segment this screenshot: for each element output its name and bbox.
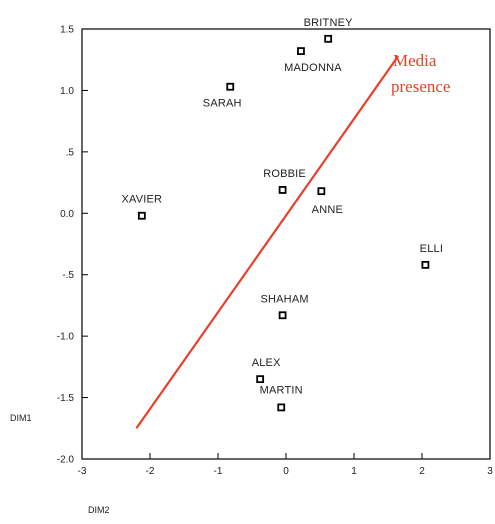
point-label-martin: MARTIN [260, 384, 303, 396]
y-tick-label: .5 [66, 147, 75, 158]
y-tick-label: 1.0 [60, 86, 74, 97]
x-tick-label: 1 [351, 466, 357, 477]
point-marker-alex [256, 375, 265, 384]
point-marker-madonna [297, 47, 305, 56]
x-tick-label: -3 [78, 466, 87, 477]
x-axis-ticks: -3 -2 -1 0 1 2 3 [78, 453, 493, 477]
point-label-britney: BRITNEY [304, 17, 354, 29]
point-label-xavier: XAVIER [121, 194, 162, 206]
point-label-elli: ELLI [420, 243, 443, 255]
x-tick-label: -1 [214, 466, 223, 477]
x-tick-label: 3 [487, 466, 493, 477]
point-marker-robbie [278, 186, 287, 194]
y-axis-ticks: 1.5 1.0 .5 0.0 -.5 -1.0 -1.5 -2.0 [57, 25, 88, 466]
x-tick-label: 0 [283, 466, 289, 477]
point-label-sarah: SARAH [203, 98, 242, 110]
point-label-shaham: SHAHAM [260, 293, 308, 305]
point-marker-sarah [226, 82, 235, 91]
y-tick-label: -2.0 [57, 455, 75, 466]
x-tick-label: 2 [419, 466, 425, 477]
point-label-alex: ALEX [252, 357, 281, 369]
point-marker-martin [277, 403, 286, 412]
y-tick-label: -1.0 [57, 332, 75, 343]
data-points: BRITNEY MADONNA SARAH XAVIER ROBBIE ANNE ELLI S… [121, 17, 443, 412]
point-label-robbie: ROBBIE [263, 168, 306, 180]
x-tick-label: -2 [146, 466, 155, 477]
point-marker-xavier [137, 211, 146, 220]
y-axis-label: DIM1 [10, 413, 32, 423]
point-marker-shaham [278, 311, 287, 320]
media-presence-annotation: Media presence [135, 51, 450, 429]
x-axis-label: DIM2 [88, 505, 110, 515]
point-marker-anne [317, 187, 326, 196]
y-tick-label: -1.5 [57, 393, 75, 404]
media-presence-label-line2: presence [391, 77, 450, 96]
media-presence-label-line1: Media [393, 51, 437, 70]
point-label-anne: ANNE [312, 204, 343, 216]
point-label-madonna: MADONNA [284, 62, 342, 74]
y-tick-label: -.5 [62, 270, 74, 281]
point-marker-elli [421, 260, 430, 269]
y-tick-label: 0.0 [60, 209, 74, 220]
point-marker-britney [324, 34, 333, 43]
media-presence-arrow [135, 55, 400, 429]
y-tick-label: 1.5 [60, 25, 74, 36]
